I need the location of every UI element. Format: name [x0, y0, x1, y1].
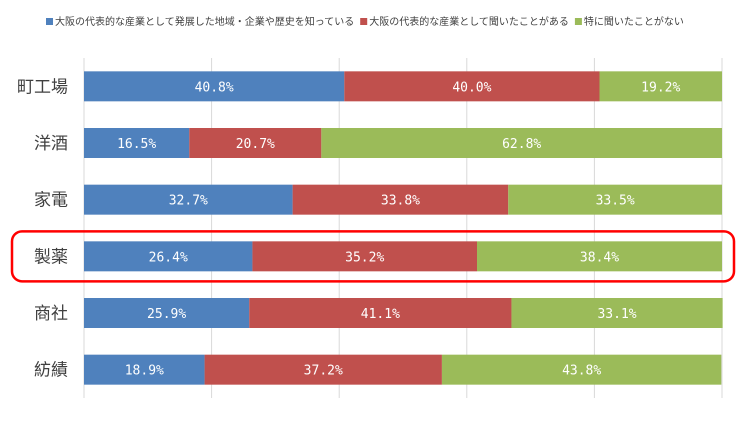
data-label: 41.1%: [361, 307, 400, 322]
bar-segment: [477, 241, 722, 272]
category-label: 家電: [34, 191, 68, 211]
data-label: 20.7%: [236, 137, 275, 152]
bar-segment: [511, 298, 723, 328]
bar-segment: [84, 298, 250, 328]
data-label: 35.2%: [345, 250, 384, 265]
bar-segment: [252, 241, 478, 272]
bar-segment: [321, 128, 722, 158]
gridlines: [83, 58, 723, 398]
legend: 大阪の代表的な産業として発展した地域・企業や歴史を知っている 大阪の代表的な産業と…: [46, 15, 684, 28]
data-label: 33.5%: [596, 194, 635, 209]
bar-segment: [84, 354, 205, 385]
bar-segment: [344, 71, 600, 102]
data-label: 40.0%: [452, 80, 491, 95]
data-label: 38.4%: [580, 250, 619, 265]
bar-segment: [249, 298, 512, 328]
legend-label: 大阪の代表的な産業として聞いたことがある: [369, 15, 569, 28]
data-label: 33.8%: [381, 194, 420, 209]
data-label: 19.2%: [641, 80, 680, 95]
legend-label: 大阪の代表的な産業として発展した地域・企業や歴史を知っている: [55, 15, 354, 28]
category-label: 洋酒: [34, 134, 68, 154]
bar-segment: [599, 71, 722, 102]
data-label: 33.1%: [597, 307, 636, 322]
data-label: 40.8%: [195, 80, 234, 95]
data-label: 18.9%: [125, 364, 164, 379]
bar-segment: [84, 71, 345, 102]
bar-segment: [508, 184, 722, 215]
bar-segment: [292, 184, 509, 215]
bar-segment: [84, 241, 253, 272]
bar-segment: [441, 354, 722, 385]
data-label: 32.7%: [169, 194, 208, 209]
bar-segment: [204, 354, 442, 385]
category-label: 町工場: [17, 77, 68, 97]
bar-segment: [189, 128, 322, 158]
legend-swatch: [46, 18, 53, 25]
legend-swatch: [360, 18, 368, 25]
data-label: 62.8%: [502, 137, 541, 152]
legend-label: 特に聞いたことがない: [584, 15, 684, 28]
data-label: 37.2%: [304, 364, 343, 379]
data-label: 16.5%: [117, 137, 156, 152]
legend-swatch: [574, 18, 582, 25]
bars: 40.8% 40.0% 19.2% 16.5% 20.7% 62.8% 32.7% 33.8%…: [84, 71, 723, 385]
data-label: 26.4%: [149, 250, 188, 265]
data-label: 25.9%: [147, 307, 186, 322]
bar-segment: [84, 184, 293, 215]
highlight-box: [10, 230, 736, 283]
data-label: 43.8%: [562, 364, 601, 379]
category-label: 製薬: [34, 247, 68, 267]
category-label: 商社: [34, 304, 68, 324]
category-label: 紡績: [34, 361, 68, 381]
highlight-rectangle: [10, 230, 736, 283]
bar-segment: [84, 128, 190, 158]
